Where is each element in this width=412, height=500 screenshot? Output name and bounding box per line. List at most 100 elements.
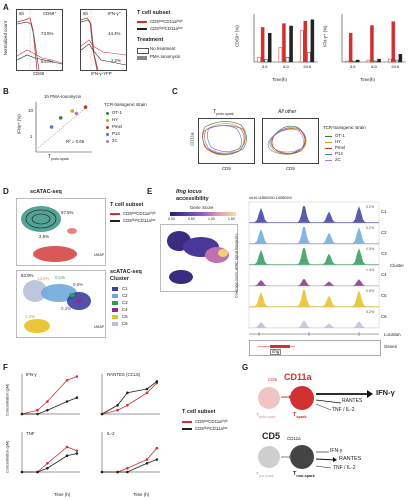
tick-24.0: 24.0 [303,64,312,69]
a-xlabel-cd69: CD69 [33,71,45,76]
c-legend-Pmel: Pmel [335,145,346,150]
d-legend-C4: C4 [122,307,128,312]
bar-0-1 [348,32,353,63]
d-legend-C6: C6 [122,321,128,326]
c-legend-HY: HY [335,139,342,144]
d-umap-label-2: UMAP [94,325,105,329]
a-treatment-swatch-pma [137,56,147,60]
f-point-1-1-4 [155,380,159,383]
f-point-1-0-3 [145,391,149,395]
e-title: Ifng locus [176,189,202,195]
b-legend-dot-HY [106,119,109,122]
c-contours-1-svg [202,121,247,156]
a-title-ifng: IFN-γ⁺ [108,11,122,16]
track-C6 [249,321,379,328]
e-track-pct-C4: 1.4% [366,268,375,272]
a-legend-title: T cell subset [137,10,171,16]
bar-1-2 [285,56,290,63]
g-nonspark-light-sub: non-spark [258,473,274,478]
bar-0-0 [257,56,261,63]
f-point-0-1-3 [65,400,69,403]
f-legend-title: T cell subset [182,409,216,415]
c-legend-OT-1: OT-1 [335,133,345,138]
a-legend-1: CD5ˡᵒʷCD11aʰⁱᵍʰ [150,19,183,24]
a-treatment-title: Treatment [137,37,164,43]
e-track-label-C3: C3 [381,251,387,256]
f-point-0-1-4 [75,396,79,400]
f-point-2-0-3 [65,445,69,449]
a-legend-2: CD5ʰⁱᵍʰCD11aˡᵒʷ [150,26,183,31]
g-arrows-top [281,390,373,411]
f-point-0-0-1 [36,408,39,412]
a-bar-chart-cd69: 3.0 6.0 24.0 [253,14,318,69]
bar-2-3 [398,54,403,63]
c-legend-line-HY [325,142,332,144]
e-gs-2: 1.00 [208,217,215,221]
g-cd5-top: CD5 [268,377,278,382]
a-pct-2: 64.0% [41,59,54,64]
d-legend-swatch-black [110,220,120,222]
f-point-1-0-1 [116,408,119,412]
g-cd11a-bottom: CD11a [287,436,301,441]
c-title-1-t: T [213,109,217,115]
e-cluster-label: Cluster [390,263,404,268]
d-cluster-pct-6: 1.4% [25,314,36,319]
b-legend-OT-1: OT-1 [112,110,122,115]
d-pct-1: 97.5% [61,210,74,215]
c-legend-title: TCR-transgenic strain [323,125,366,130]
d-legend-1: CD5ˡᵒʷCD11aʰⁱᵍʰ [123,211,156,216]
f-ylabel-bottom: Concentration (pM) [5,440,10,474]
d-legend-title: T cell subset [110,202,144,208]
d-legend-swatch-C2 [112,294,118,298]
d-legend-swatch-C3 [112,301,118,305]
bar-0-3 [355,59,360,63]
f-xlabel-1: Time (h) [54,492,71,497]
e-track-label-C4: C4 [381,272,387,277]
g-proto-t: T [256,412,259,417]
c-title-2: All other [278,109,297,115]
f-point-3-1-4 [155,458,159,461]
a-legend-swatch-black [137,28,147,30]
g-arrows-bottom [281,451,337,469]
c-title-1: Tproto-spark [213,110,234,117]
g-tnf-bottom: TNF / IL-2 [333,465,356,471]
f-line-2-0 [22,446,77,473]
e-track-pct-C6: 0.2% [366,310,375,314]
track-C1 [249,206,379,223]
panel-label-g: G [242,363,249,372]
a-bar-chart-ifng: 3.0 6.0 24.0 [341,14,406,69]
d-cluster-pct-1: 83.9% [21,273,34,278]
e-ylabel: Coverage (norm. ATAC signal Range(0-) [234,233,239,298]
point-OT-1 [58,116,63,120]
e-genes-label: Genes [384,344,397,349]
a-legend-swatch-red [137,21,147,23]
track-C4 [249,279,379,286]
f-title-il2: IL-2 [107,431,115,436]
b-xlabel: Tproto-spark [48,155,69,162]
a-histogram-2: 6h IFN-γ⁺ 44.4% 2.2% [80,9,127,71]
g-cd11a-top: CD11a [284,372,312,382]
g-spark-sub: spark [296,415,307,420]
panel-label-d: D [3,187,9,196]
e-track-pct-C2: 0.2% [366,226,375,230]
panel-label-f: F [3,363,8,372]
f-legend-2: CD5ʰⁱᵍʰCD11aˡᵒʷ [195,426,228,431]
c-legend-P14: P14 [335,151,343,156]
f-point-0-0-4 [75,375,79,378]
bar-1-2 [373,60,378,63]
d-umap-subset-svg [21,206,77,262]
f-line-0-0 [21,376,77,415]
c-legend-line-P14 [325,154,332,156]
d-legend-swatch-C6 [112,322,118,326]
d-cluster-pct-3: 0.1% [55,275,66,280]
d-pct-2: 2.5% [39,234,50,239]
tick-3.0: 3.0 [350,64,356,69]
g-proto-label: Tproto-spark [256,412,275,419]
f-point-0-1-1 [36,412,39,416]
c-legend-line-2C [325,160,332,162]
d-cluster-pct-5: 0.3% [61,306,72,311]
e-genes-track: Ifng [249,340,381,356]
c-title-1-sub: proto-spark [216,112,234,116]
f-legend-1: CD5ˡᵒʷCD11aʰⁱᵍʰ [195,419,228,424]
b-legend-Pmel: Pmel [112,124,123,129]
